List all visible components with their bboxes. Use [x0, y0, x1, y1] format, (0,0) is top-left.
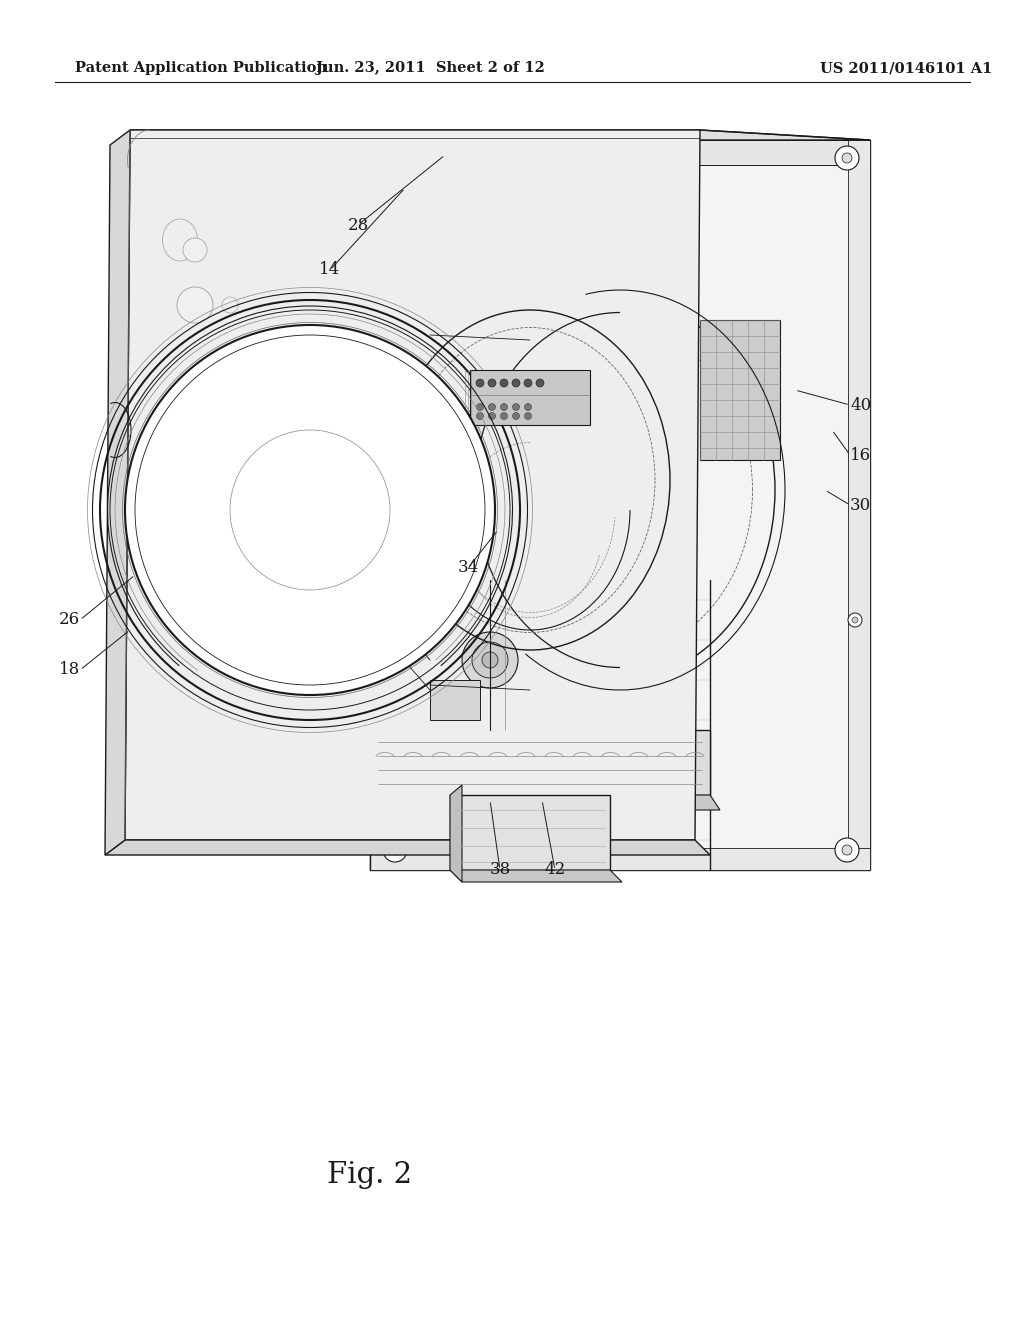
Circle shape	[177, 286, 213, 323]
Circle shape	[185, 240, 205, 260]
Polygon shape	[130, 129, 870, 140]
Text: Jun. 23, 2011  Sheet 2 of 12: Jun. 23, 2011 Sheet 2 of 12	[315, 61, 545, 75]
Polygon shape	[430, 680, 480, 719]
Text: 38: 38	[489, 862, 511, 879]
Circle shape	[431, 156, 439, 164]
Polygon shape	[370, 730, 710, 795]
Text: 42: 42	[545, 862, 565, 879]
Circle shape	[383, 838, 407, 862]
Circle shape	[386, 156, 394, 164]
Circle shape	[842, 845, 852, 855]
Text: 18: 18	[58, 661, 80, 678]
Polygon shape	[450, 795, 610, 870]
Text: 34: 34	[458, 560, 478, 577]
Circle shape	[512, 379, 520, 387]
Polygon shape	[470, 370, 590, 425]
Circle shape	[488, 412, 496, 420]
Circle shape	[222, 297, 238, 313]
Circle shape	[462, 632, 518, 688]
Text: 26: 26	[58, 611, 80, 628]
Circle shape	[500, 379, 508, 387]
Polygon shape	[105, 840, 710, 855]
Circle shape	[476, 412, 483, 420]
Polygon shape	[370, 719, 380, 810]
Circle shape	[183, 238, 207, 261]
Circle shape	[524, 412, 531, 420]
Circle shape	[835, 147, 859, 170]
Text: 40: 40	[850, 396, 871, 413]
Polygon shape	[125, 129, 700, 840]
Circle shape	[390, 153, 400, 162]
Circle shape	[390, 845, 400, 855]
Text: Fig. 2: Fig. 2	[328, 1162, 413, 1189]
Polygon shape	[430, 148, 470, 170]
Text: 28: 28	[347, 216, 369, 234]
Circle shape	[524, 379, 532, 387]
Circle shape	[842, 153, 852, 162]
Polygon shape	[370, 847, 870, 870]
Polygon shape	[700, 319, 780, 459]
Circle shape	[852, 616, 858, 623]
Polygon shape	[450, 870, 622, 882]
Circle shape	[835, 838, 859, 862]
Polygon shape	[370, 140, 870, 165]
Circle shape	[482, 652, 498, 668]
Circle shape	[125, 325, 495, 696]
Circle shape	[383, 147, 407, 170]
Circle shape	[472, 642, 508, 678]
Circle shape	[401, 156, 409, 164]
Circle shape	[524, 404, 531, 411]
Text: 14: 14	[319, 261, 341, 279]
Polygon shape	[848, 140, 870, 870]
Circle shape	[446, 156, 454, 164]
Circle shape	[488, 379, 496, 387]
Circle shape	[476, 379, 484, 387]
Polygon shape	[375, 145, 460, 176]
Text: 30: 30	[850, 496, 871, 513]
Polygon shape	[105, 129, 130, 855]
Circle shape	[501, 412, 508, 420]
Circle shape	[848, 612, 862, 627]
Text: US 2011/0146101 A1: US 2011/0146101 A1	[820, 61, 992, 75]
Text: Patent Application Publication: Patent Application Publication	[75, 61, 327, 75]
Circle shape	[416, 156, 424, 164]
Polygon shape	[370, 795, 720, 810]
Circle shape	[512, 404, 519, 411]
Circle shape	[501, 404, 508, 411]
Circle shape	[536, 379, 544, 387]
Text: 16: 16	[850, 446, 871, 463]
Circle shape	[512, 412, 519, 420]
Circle shape	[476, 404, 483, 411]
Polygon shape	[370, 140, 870, 870]
Circle shape	[488, 404, 496, 411]
Polygon shape	[450, 785, 462, 882]
